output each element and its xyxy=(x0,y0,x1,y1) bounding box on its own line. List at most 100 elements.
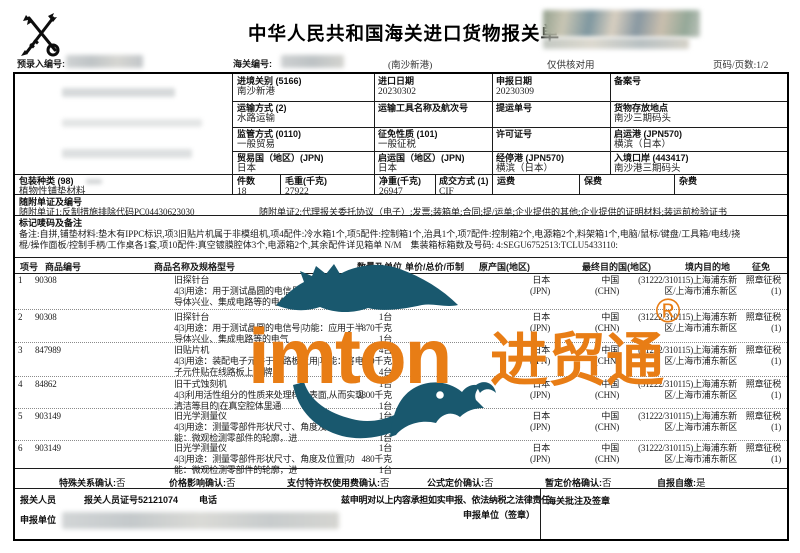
grid-line xyxy=(15,488,787,489)
signature-section: 报关人员 报关人员证号52121074 电话 兹申明对以上内容承担如实申报、依法… xyxy=(15,488,787,539)
item-name-spec: 旧光学测量仪 4|3|用途：测量零部件形状尺寸、角度及位置|功 能：微观检测零部件的… xyxy=(174,443,355,475)
customs-no-redacted xyxy=(281,55,344,68)
table-row: 2 90308 旧探针台 4|3|用途：用于测试晶圆的电信号|功能：应用于半 导体兴… xyxy=(15,309,787,344)
item-code: 847989 xyxy=(35,345,61,355)
field-transport-name: 运输工具名称及航次号 xyxy=(378,103,469,113)
item-levy-mode: 照章征税 (1) xyxy=(745,443,781,464)
grid-line xyxy=(15,194,787,195)
item-dest-country: 中国 (CHN) xyxy=(595,275,619,296)
item-name-spec: 旧干式蚀刻机 4|3|利用活性组分的性质来处理样品表面,从而实现 清洁等目的|在真空… xyxy=(174,379,364,411)
item-dest-country: 中国 (CHN) xyxy=(595,379,619,400)
field-packing-type: 包装种类 (98) 植物性铺垫材料 xyxy=(19,176,86,197)
item-levy-mode: 照章征税 (1) xyxy=(745,379,781,400)
grid-line xyxy=(15,215,787,216)
grid-line xyxy=(374,74,375,194)
port-note: (南沙新港) xyxy=(388,61,433,71)
item-quantity: 1台 800千克 1台 xyxy=(361,275,392,307)
item-dest-country: 中国 (CHN) xyxy=(595,345,619,366)
field-import-date: 进口日期 20230302 xyxy=(378,76,416,97)
grid-line xyxy=(232,127,787,128)
item-quantity: 1台 870千克 1台 xyxy=(361,312,392,344)
col-item-no: 项号 xyxy=(20,262,39,272)
grid-line xyxy=(492,74,493,194)
field-transport-mode: 运输方式 (2) 水路运输 xyxy=(237,103,287,124)
field-insurance: 保费 xyxy=(584,176,603,186)
item-quantity: 1台 1130千克 1台 xyxy=(357,411,393,443)
redacted-stamp xyxy=(543,10,700,37)
declarant-label: 报关人员 xyxy=(20,495,57,505)
table-row: 4 84862 旧干式蚀刻机 4|3|利用活性组分的性质来处理样品表面,从而实现清… xyxy=(15,376,787,411)
item-levy-mode: 照章征税 (1) xyxy=(745,345,781,366)
items-table-header: 项号 商品编号 商品名称及规格型号 数量及单位 单价/总价/币制 原产国(地区)… xyxy=(15,257,787,273)
table-row: 3 847989 旧贴片机 4|3|用途：装配电子元件于线路板上用|功能：将电 子元… xyxy=(15,342,787,377)
consignee-redacted xyxy=(62,149,192,158)
pre-entry-no-label: 预录入编号: xyxy=(17,59,65,69)
table-row: 1 90308 旧探针台 4|3|用途：用于测试晶圆的电信号|功能：应用于半 导体兴… xyxy=(15,273,787,309)
field-license-no: 许可证号 xyxy=(496,129,533,139)
item-no: 3 xyxy=(18,345,23,355)
item-dest-country: 中国 (CHN) xyxy=(595,411,619,432)
item-code: 90308 xyxy=(35,312,57,322)
field-transaction-mode: 成交方式 (1) CIF xyxy=(439,176,489,197)
remarks-line-1: 备注:自拼,铺垫材料:垫木有IPPC标识,项3旧贴片机属于非模组机,项4配件:冷… xyxy=(19,229,741,239)
item-domestic-dest: (31222/310115)上海浦东新 区/上海市浦东新区 xyxy=(638,312,737,333)
page-info: 页码/页数:1/2 xyxy=(713,61,769,71)
item-code: 90308 xyxy=(35,275,57,285)
item-levy-mode: 照章征税 (1) xyxy=(745,411,781,432)
col-quantity-unit: 数量及单位 xyxy=(357,262,403,272)
check-note: 仅供核对用 xyxy=(547,61,595,71)
documents-section-label: 随附单证及编号 xyxy=(19,197,83,207)
field-levy-nature: 征免性质 (101) 一般征税 xyxy=(378,129,438,150)
remarks-line-2: 棍/操作面板/控制手柄/工作桌各1套,项10配件:真空镀膜腔体3个,电源箱2个,… xyxy=(19,240,618,250)
item-name-spec: 旧探针台 4|3|用途：用于测试晶圆的电信号|功能：应用于半 导体兴业、集成电路等的… xyxy=(174,275,364,307)
grid-line xyxy=(232,101,787,102)
grid-line xyxy=(674,174,675,194)
item-origin-country: 日本 (JPN) xyxy=(529,379,550,400)
marks-section-label: 标记唛码及备注 xyxy=(19,218,83,228)
customs-emblem-icon xyxy=(21,13,60,57)
col-dest-country: 最终目的国(地区) xyxy=(582,262,651,272)
table-row: 6 903149 旧光学测量仪 4|3|用途：测量零部件形状尺寸、角度及位置|功能… xyxy=(15,440,787,475)
confirm-royalty-payment: 支付特许权使用费确认:否 xyxy=(287,478,390,489)
confirm-price-influence: 价格影响确认:否 xyxy=(169,478,236,489)
col-price-currency: 单价/总价/币制 xyxy=(405,262,465,272)
field-supervision-mode: 监管方式 (0110) 一般贸易 xyxy=(237,129,302,150)
item-domestic-dest: (31222/310115)上海浦东新 区/上海市浦东新区 xyxy=(638,275,737,296)
field-freight: 运费 xyxy=(497,176,516,186)
item-quantity: 4台 650千克 4台 xyxy=(361,345,392,377)
grid-line xyxy=(540,488,541,539)
item-code: 84862 xyxy=(35,379,57,389)
field-declare-date: 申报日期 20230309 xyxy=(496,76,534,97)
item-domestic-dest: (31222/310115)上海浦东新 区/上海市浦东新区 xyxy=(638,345,737,366)
item-no: 6 xyxy=(18,443,23,453)
field-trade-country: 贸易国（地区）(JPN) 日本 xyxy=(237,153,324,174)
field-entry-customs: 进境关别 (5166) 南沙新港 xyxy=(237,76,302,97)
field-entry-port: 入境口岸 (443417) 南沙港三期码头 xyxy=(614,153,689,174)
item-dest-country: 中国 (CHN) xyxy=(595,312,619,333)
sign-label: 申报单位（签章） xyxy=(462,510,535,520)
col-commodity-code: 商品编号 xyxy=(45,262,82,272)
customs-note-label: 海关批注及签章 xyxy=(547,496,611,506)
col-name-spec: 商品名称及规格型号 xyxy=(154,262,236,272)
items-table-body: 1 90308 旧探针台 4|3|用途：用于测试晶圆的电信号|功能：应用于半 导体兴… xyxy=(15,273,787,475)
consignee-redacted xyxy=(62,119,202,127)
item-quantity: 1台 2800千克 1台 xyxy=(357,379,392,411)
item-dest-country: 中国 (CHN) xyxy=(595,443,619,464)
item-code: 903149 xyxy=(35,411,61,421)
col-levy-mode: 征免 xyxy=(752,262,771,272)
grid-line xyxy=(280,174,281,194)
declaration-statement: 兹申明对以上内容承担如实申报、依法纳税之法律责任 xyxy=(341,495,550,505)
field-pieces: 件数 18 xyxy=(237,176,256,197)
item-no: 4 xyxy=(18,379,23,389)
col-origin-country: 原产国(地区) xyxy=(479,262,530,272)
grid-line xyxy=(579,174,580,194)
grid-line xyxy=(610,74,611,174)
item-code: 903149 xyxy=(35,443,61,453)
table-row: 5 903149 旧光学测量仪 4|3|用途：测量零部件形状尺寸、角度及位置|功能… xyxy=(15,408,787,443)
item-quantity: 1台 480千克 1台 xyxy=(361,443,392,475)
item-origin-country: 日本 (JPN) xyxy=(529,275,550,296)
confirm-provisional-price: 暂定价格确认:否 xyxy=(545,478,612,489)
field-gross-weight: 毛重(千克) 27922 xyxy=(285,176,327,197)
declare-unit-label: 申报单位 xyxy=(20,515,57,525)
consignee-redacted xyxy=(86,179,102,184)
